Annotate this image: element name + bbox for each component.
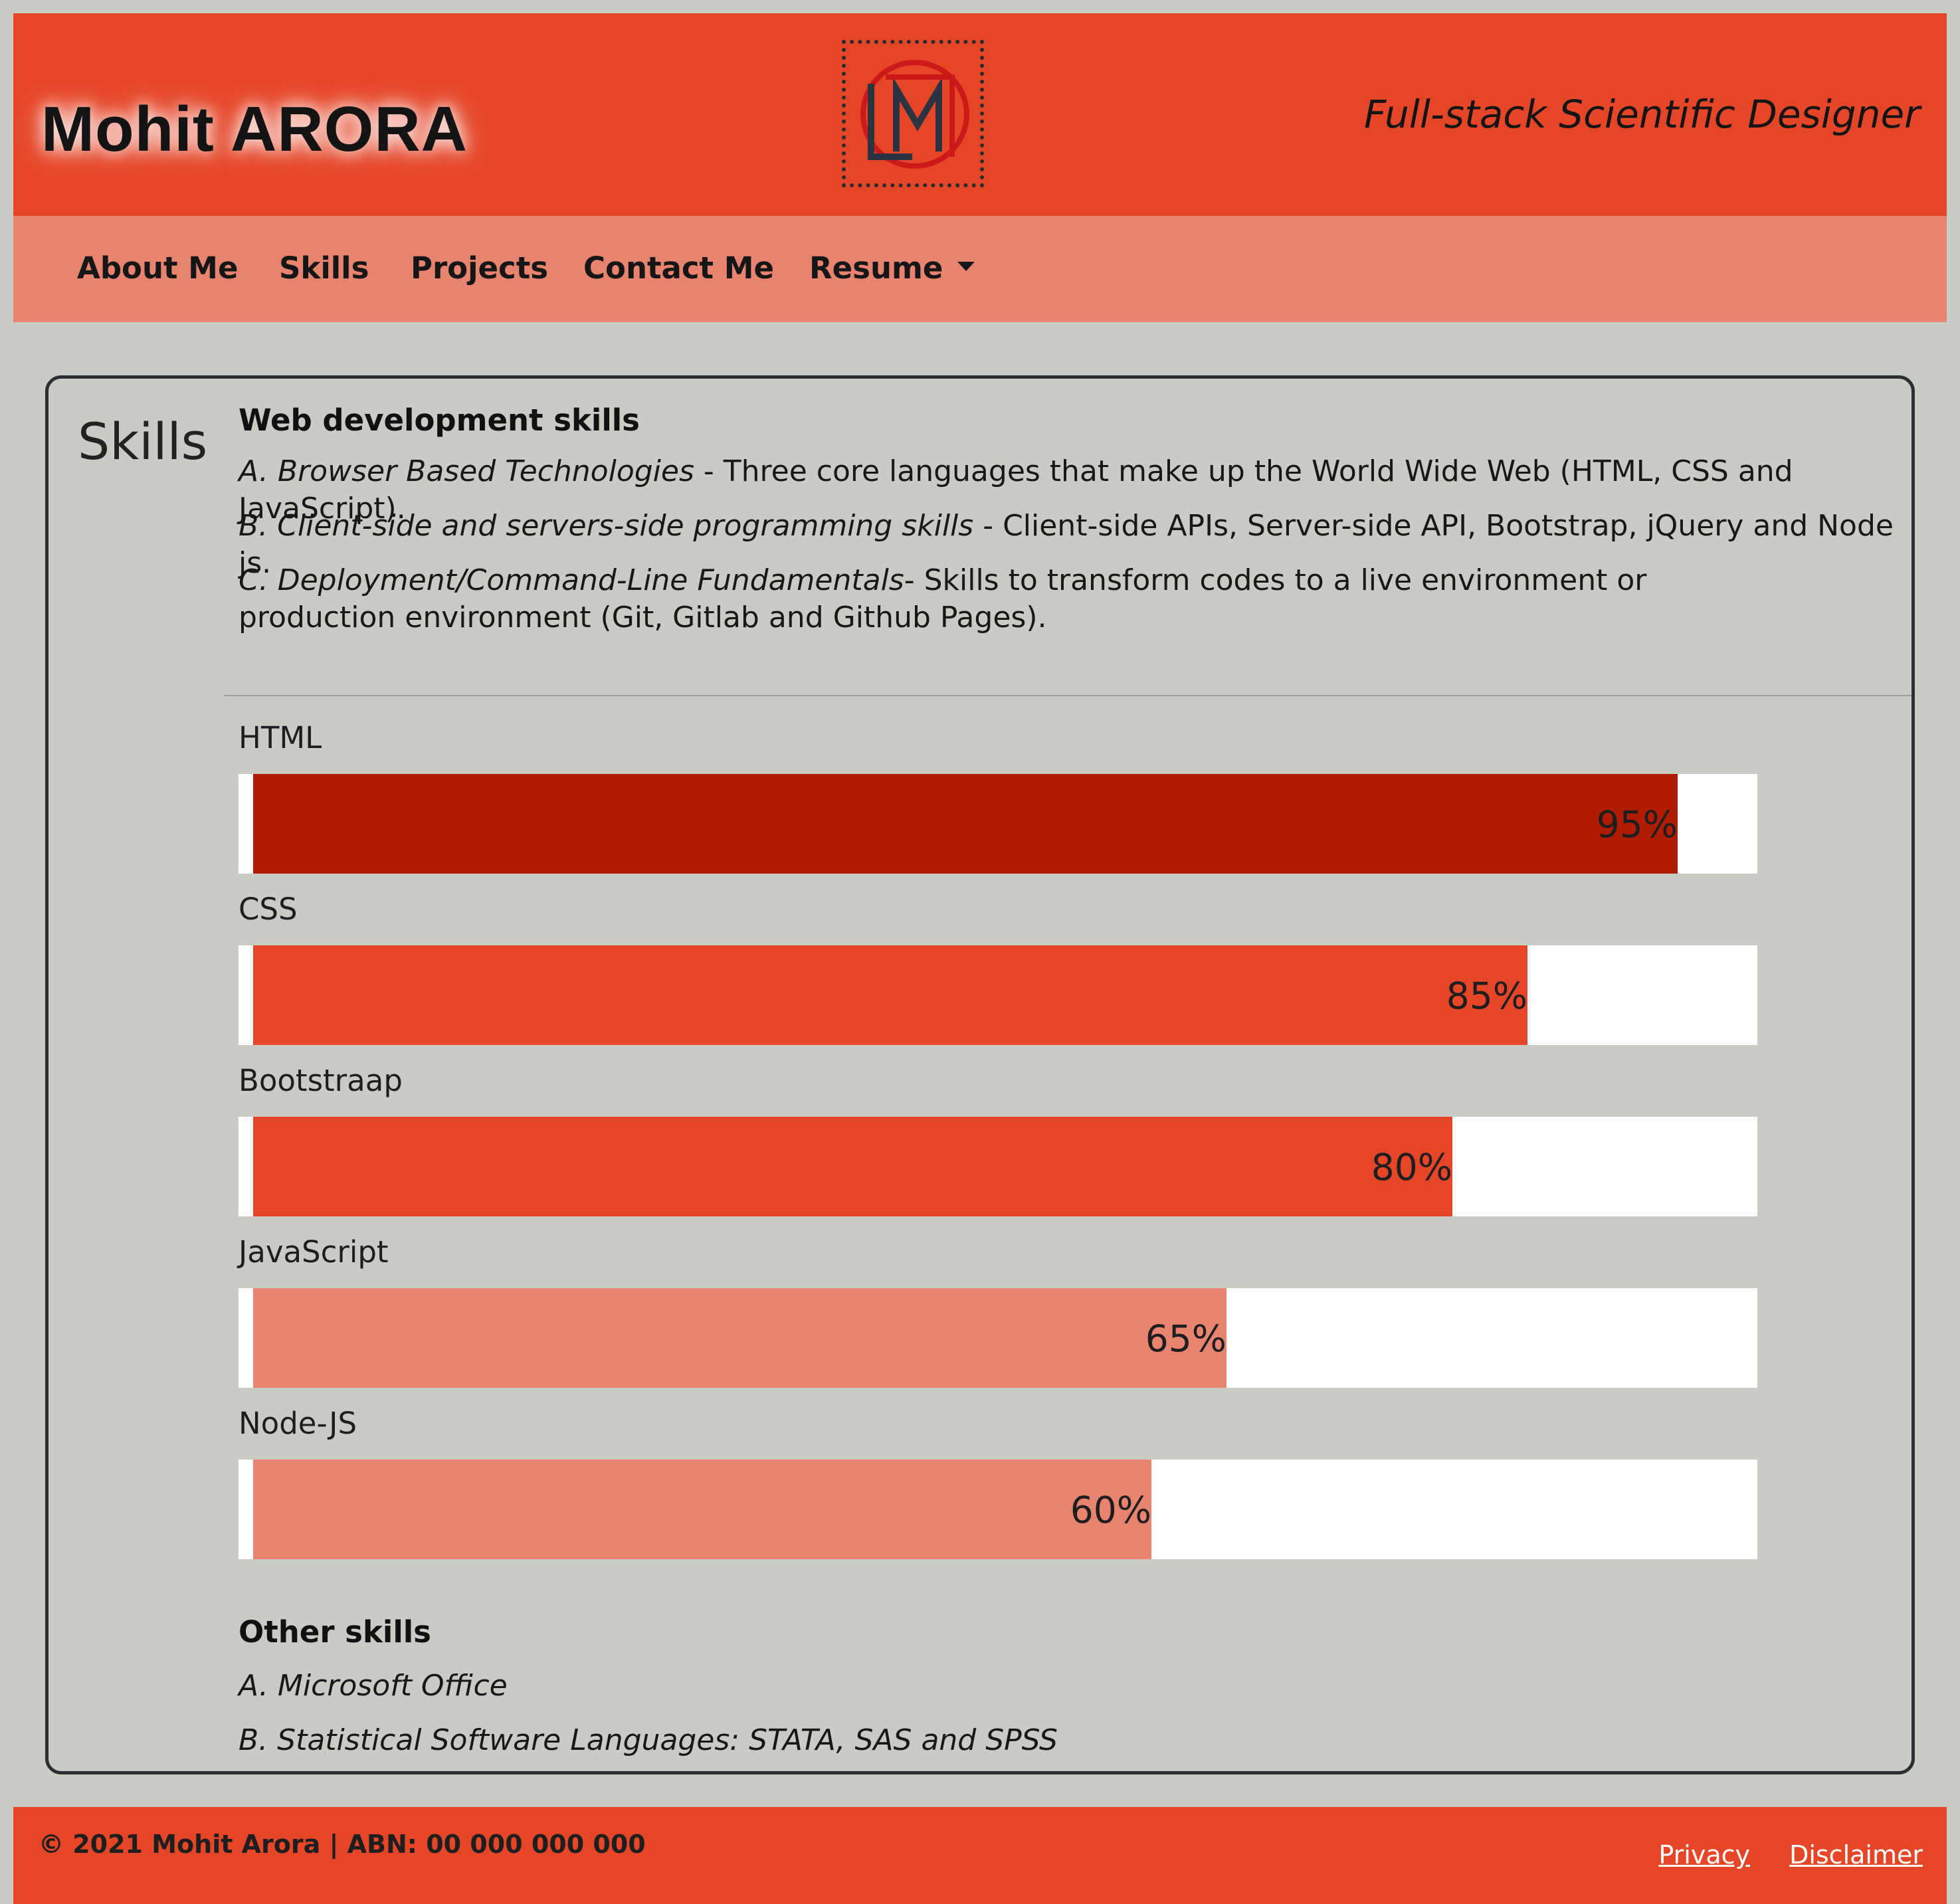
other-skills-heading: Other skills	[239, 1614, 431, 1650]
progress-percent: 65%	[1145, 1317, 1226, 1360]
copyright-text: © 2021 Mohit Arora | ABN: 00 000 000 000	[39, 1830, 646, 1859]
divider	[224, 695, 1911, 696]
web-skill-lead: A. Browser Based Technologies	[239, 454, 694, 488]
web-skill-desc: - Three core languages that make up the …	[239, 454, 1793, 525]
progress-track-html: 95%	[239, 774, 1757, 874]
skills-card: Skills Web development skills A. Browser…	[45, 375, 1915, 1774]
progress-fill-bootstrap: 80%	[253, 1117, 1452, 1216]
progress-percent: 95%	[1596, 803, 1678, 846]
site-tagline: Full-stack Scientific Designer	[1363, 92, 1920, 137]
privacy-link[interactable]: Privacy	[1658, 1840, 1750, 1869]
web-skill-desc: - Client-side APIs, Server-side API, Boo…	[239, 509, 1894, 580]
nav-contact-me[interactable]: Contact Me	[583, 250, 775, 286]
progress-fill-html: 95%	[253, 774, 1678, 874]
other-skill-item: B. Statistical Software Languages: STATA…	[239, 1723, 1058, 1757]
logo[interactable]	[842, 40, 984, 187]
site-footer: © 2021 Mohit Arora | ABN: 00 000 000 000…	[13, 1807, 1947, 1904]
progress-track-javascript: 65%	[239, 1288, 1757, 1388]
caret-down-icon	[957, 262, 975, 271]
web-skill-lead: C. Deployment/Command-Line Fundamentals	[239, 563, 904, 597]
web-skill-desc: - Skills to transform codes to a live en…	[239, 563, 1647, 634]
skill-label-nodejs: Node-JS	[239, 1406, 357, 1441]
skill-label-bootstrap: Bootstraap	[239, 1063, 403, 1098]
progress-fill-javascript: 65%	[253, 1288, 1226, 1388]
web-skill-item: C. Deployment/Command-Line Fundamentals-…	[239, 562, 1747, 636]
progress-percent: 60%	[1070, 1489, 1151, 1531]
skills-title: Skills	[78, 412, 208, 471]
progress-track-bootstrap: 80%	[239, 1117, 1757, 1216]
site-brand[interactable]: Mohit ARORA	[41, 94, 468, 165]
disclaimer-link[interactable]: Disclaimer	[1789, 1840, 1923, 1869]
web-skills-heading: Web development skills	[239, 403, 640, 438]
progress-track-nodejs: 60%	[239, 1460, 1757, 1559]
nav-resume-dropdown[interactable]: Resume	[809, 250, 975, 286]
main-nav: About Me Skills Projects Contact Me Resu…	[13, 216, 1947, 322]
mla-monogram-logo-icon	[860, 60, 969, 169]
progress-track-css: 85%	[239, 945, 1757, 1045]
web-skill-item: B. Client-side and servers-side programm…	[239, 508, 1913, 582]
nav-about-me[interactable]: About Me	[77, 250, 239, 286]
web-skill-item: A. Browser Based Technologies - Three co…	[239, 453, 1913, 527]
progress-fill-css: 85%	[253, 945, 1527, 1045]
nav-skills[interactable]: Skills	[279, 250, 369, 286]
progress-percent: 80%	[1371, 1146, 1452, 1189]
nav-projects[interactable]: Projects	[411, 250, 549, 286]
progress-percent: 85%	[1446, 975, 1527, 1017]
skill-label-html: HTML	[239, 720, 322, 755]
site-header: Mohit ARORA Full-stack Scientific Design…	[13, 13, 1947, 216]
skill-label-javascript: JavaScript	[239, 1234, 389, 1270]
progress-fill-nodejs: 60%	[253, 1460, 1151, 1559]
other-skill-item: A. Microsoft Office	[239, 1669, 508, 1703]
nav-resume-label: Resume	[809, 250, 943, 286]
web-skill-lead: B. Client-side and servers-side programm…	[239, 509, 974, 543]
skill-label-css: CSS	[239, 892, 298, 927]
